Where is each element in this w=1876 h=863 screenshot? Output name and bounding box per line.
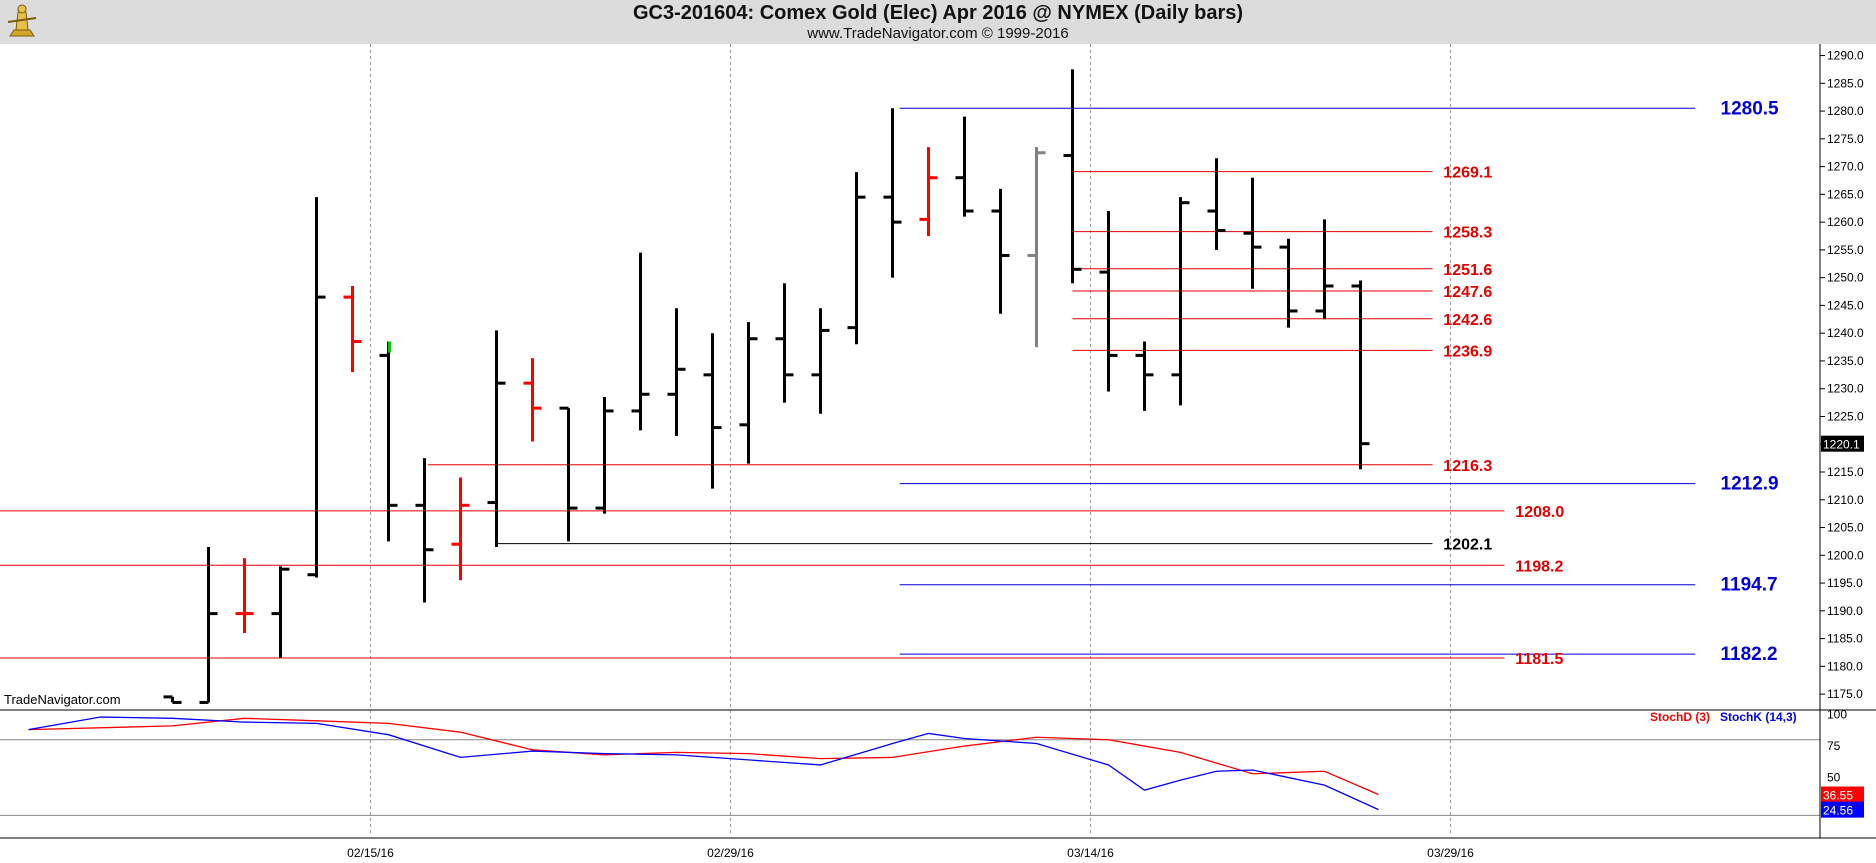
chart-subtitle: www.TradeNavigator.com © 1999-2016 — [807, 25, 1069, 42]
ohlc-bar — [1351, 280, 1370, 470]
ohlc-bar — [451, 477, 470, 581]
ohlc-bar — [307, 197, 326, 578]
chart-header: GC3-201604: Comex Gold (Elec) Apr 2016 @… — [0, 0, 1876, 44]
ohlc-bar — [955, 116, 974, 217]
x-tick-label: 03/14/16 — [1067, 846, 1114, 860]
ohlc-bar — [415, 458, 434, 603]
ohlc-bar — [1135, 341, 1154, 411]
y-tick-label: 1215.0 — [1827, 465, 1864, 479]
level-label: 1236.9 — [1443, 343, 1492, 360]
level-label: 1280.5 — [1721, 98, 1780, 119]
ohlc-bar — [883, 108, 902, 278]
ohlc-bar — [1279, 238, 1298, 328]
ohlc-bar — [1063, 69, 1082, 284]
x-tick-label: 02/15/16 — [347, 846, 394, 860]
y-tick-label: 1180.0 — [1827, 659, 1863, 673]
y-tick-label: 1225.0 — [1827, 409, 1864, 423]
stoch-last-value: 36.55 — [1823, 789, 1853, 803]
legend-stochd: StochD (3) — [1650, 710, 1710, 724]
ohlc-bar — [1207, 158, 1226, 250]
last-price-label: 1220.1 — [1823, 438, 1860, 452]
ohlc-bar — [271, 566, 290, 659]
y-tick-label: 1260.0 — [1827, 215, 1864, 229]
y-tick-label: 1195.0 — [1827, 576, 1863, 590]
level-label: 1258.3 — [1443, 225, 1492, 242]
ohlc-bar — [739, 322, 758, 464]
level-label: 1251.6 — [1443, 262, 1492, 279]
level-label: 1198.2 — [1515, 558, 1563, 575]
stoch-last-value-box — [1821, 801, 1864, 818]
y-tick-label: 1290.0 — [1827, 49, 1864, 63]
ohlc-bar — [235, 558, 254, 634]
stoch-last-value: 24.56 — [1823, 804, 1853, 818]
level-label: 1242.6 — [1443, 312, 1492, 329]
ohlc-bar — [1315, 219, 1334, 320]
ohlc-bar — [595, 397, 614, 514]
stoch-tick-label: 75 — [1827, 739, 1841, 753]
stoch-tick-label: 50 — [1827, 771, 1841, 785]
stoch-tick-label: 100 — [1827, 708, 1847, 722]
y-tick-label: 1205.0 — [1827, 521, 1864, 535]
stoch-series-line — [28, 716, 1379, 811]
chart-title: GC3-201604: Comex Gold (Elec) Apr 2016 @… — [632, 2, 1244, 24]
level-label: 1194.7 — [1721, 575, 1778, 596]
level-label: 1182.2 — [1721, 644, 1778, 665]
y-tick-label: 1245.0 — [1827, 298, 1864, 312]
stoch-series-line — [28, 717, 1379, 796]
y-tick-label: 1285.0 — [1827, 76, 1864, 90]
y-tick-label: 1280.0 — [1827, 104, 1864, 118]
ohlc-bar — [811, 308, 830, 414]
level-label: 1269.1 — [1443, 165, 1492, 182]
y-tick-label: 1265.0 — [1827, 187, 1864, 201]
ohlc-bar — [523, 358, 542, 442]
ohlc-bar — [163, 695, 182, 704]
ohlc-bar — [379, 341, 398, 542]
y-tick-label: 1175.0 — [1827, 687, 1863, 701]
y-tick-label: 1230.0 — [1827, 382, 1864, 396]
ohlc-bar — [919, 147, 938, 237]
last-price-box — [1821, 435, 1864, 452]
ohlc-bar — [1099, 211, 1118, 392]
y-tick-label: 1275.0 — [1827, 132, 1864, 146]
y-tick-label: 1185.0 — [1827, 632, 1863, 646]
stoch-last-value-box — [1821, 786, 1864, 803]
level-label: 1208.0 — [1515, 504, 1564, 521]
x-tick-label: 03/29/16 — [1427, 846, 1474, 860]
x-tick-label: 02/29/16 — [707, 846, 754, 860]
y-tick-label: 1270.0 — [1827, 160, 1864, 174]
trade-navigator-logo-icon — [4, 2, 40, 45]
level-label: 1181.5 — [1515, 651, 1563, 668]
ohlc-bar — [1243, 177, 1262, 289]
y-tick-label: 1240.0 — [1827, 326, 1864, 340]
watermark: TradeNavigator.com — [4, 692, 121, 707]
ohlc-bar — [775, 283, 794, 403]
legend-stochk: StochK (14,3) — [1720, 710, 1797, 724]
y-tick-label: 1255.0 — [1827, 243, 1864, 257]
ohlc-bar — [847, 172, 866, 345]
y-tick-label: 1250.0 — [1827, 271, 1864, 285]
y-tick-label: 1235.0 — [1827, 354, 1864, 368]
y-tick-label: 1200.0 — [1827, 548, 1864, 562]
level-label: 1247.6 — [1443, 284, 1492, 301]
level-label: 1202.1 — [1443, 537, 1492, 554]
ohlc-bar — [631, 252, 650, 431]
level-label: 1212.9 — [1721, 474, 1779, 495]
ohlc-bar — [991, 188, 1010, 314]
y-tick-label: 1210.0 — [1827, 493, 1864, 507]
ohlc-bar — [703, 333, 722, 489]
ohlc-bar — [1171, 197, 1190, 406]
level-label: 1216.3 — [1443, 458, 1492, 475]
y-tick-label: 1190.0 — [1827, 604, 1863, 618]
ohlc-bar — [1027, 147, 1046, 348]
ohlc-bar — [199, 546, 218, 704]
ohlc-bar — [559, 406, 578, 542]
ohlc-bar — [343, 285, 362, 373]
ohlc-bar — [667, 308, 686, 436]
ohlc-bar — [487, 330, 506, 547]
